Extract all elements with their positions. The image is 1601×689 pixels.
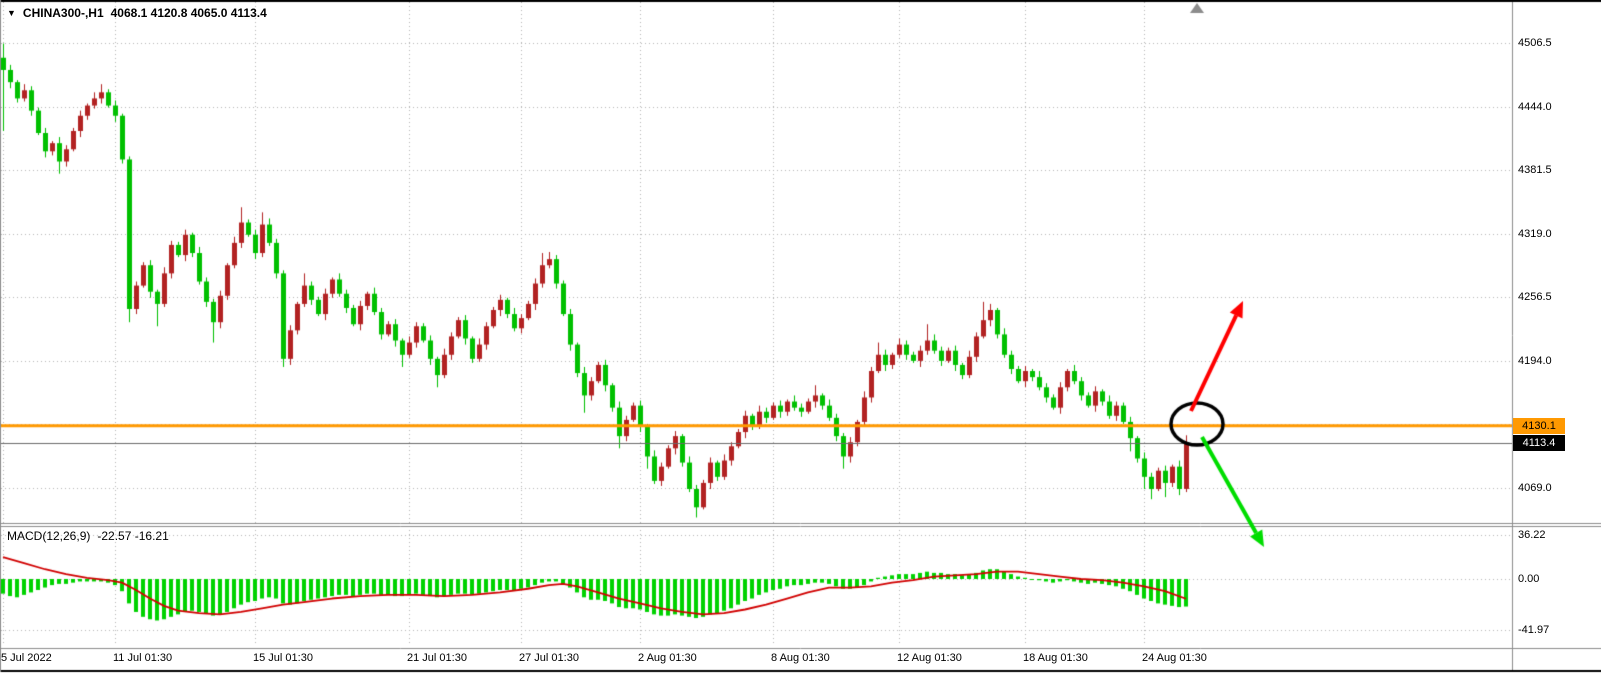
time-tick-label: 8 Aug 01:30 (771, 652, 830, 664)
price-axis[interactable]: 4506.5 4444.0 4381.5 4319.0 4256.5 4194.0 4069… (1514, 0, 1600, 523)
price-tick-label: 4319.0 (1518, 227, 1552, 240)
time-tick-label: 27 Jul 01:30 (519, 652, 579, 664)
macd-values: -22.57 -16.21 (97, 529, 169, 543)
indicator-axis[interactable]: 36.22 0.00 -41.97 (1514, 523, 1600, 649)
macd-title: MACD(12,26,9) (7, 529, 91, 543)
price-tick-label: 4444.0 (1518, 100, 1552, 113)
indicator-tick-label: 0.00 (1518, 573, 1540, 585)
price-tick-label: 4381.5 (1518, 164, 1552, 177)
time-tick-label: 15 Jul 01:30 (253, 652, 313, 664)
price-tick-label: 4069.0 (1518, 482, 1552, 494)
indicator-tick-label: -41.97 (1518, 624, 1550, 637)
ohlc-values-label: 4068.1 4120.8 4065.0 4113.4 (110, 6, 267, 20)
macd-indicator-label: MACD(12,26,9) -22.57 -16.21 (7, 529, 169, 543)
price-tick-label: 4506.5 (1518, 37, 1552, 49)
time-tick-label: 18 Aug 01:30 (1023, 652, 1088, 664)
indicator-tick-label: 36.22 (1518, 528, 1546, 541)
chart-header: ▼ CHINA300-,H1 4068.1 4120.8 4065.0 4113… (7, 6, 267, 20)
price-tick-label: 4194.0 (1518, 354, 1552, 367)
time-tick-label: 12 Aug 01:30 (897, 652, 962, 664)
hline-price-tag: 4130.1 (1513, 417, 1565, 434)
time-tick-label: 24 Aug 01:30 (1142, 652, 1207, 664)
time-tick-label: 11 Jul 01:30 (113, 652, 173, 664)
time-tick-label: 5 Jul 2022 (1, 652, 52, 664)
time-tick-label: 21 Jul 01:30 (407, 652, 467, 664)
time-tick-label: 2 Aug 01:30 (638, 652, 697, 664)
current-price-tag: 4113.4 (1513, 434, 1565, 451)
symbol-dropdown-icon[interactable]: ▼ (7, 7, 16, 18)
time-axis[interactable]: 5 Jul 2022 11 Jul 01:30 15 Jul 01:30 21 Jul… (0, 0, 1512, 689)
price-tick-label: 4256.5 (1518, 291, 1552, 304)
symbol-timeframe-label: CHINA300-,H1 (22, 6, 104, 20)
